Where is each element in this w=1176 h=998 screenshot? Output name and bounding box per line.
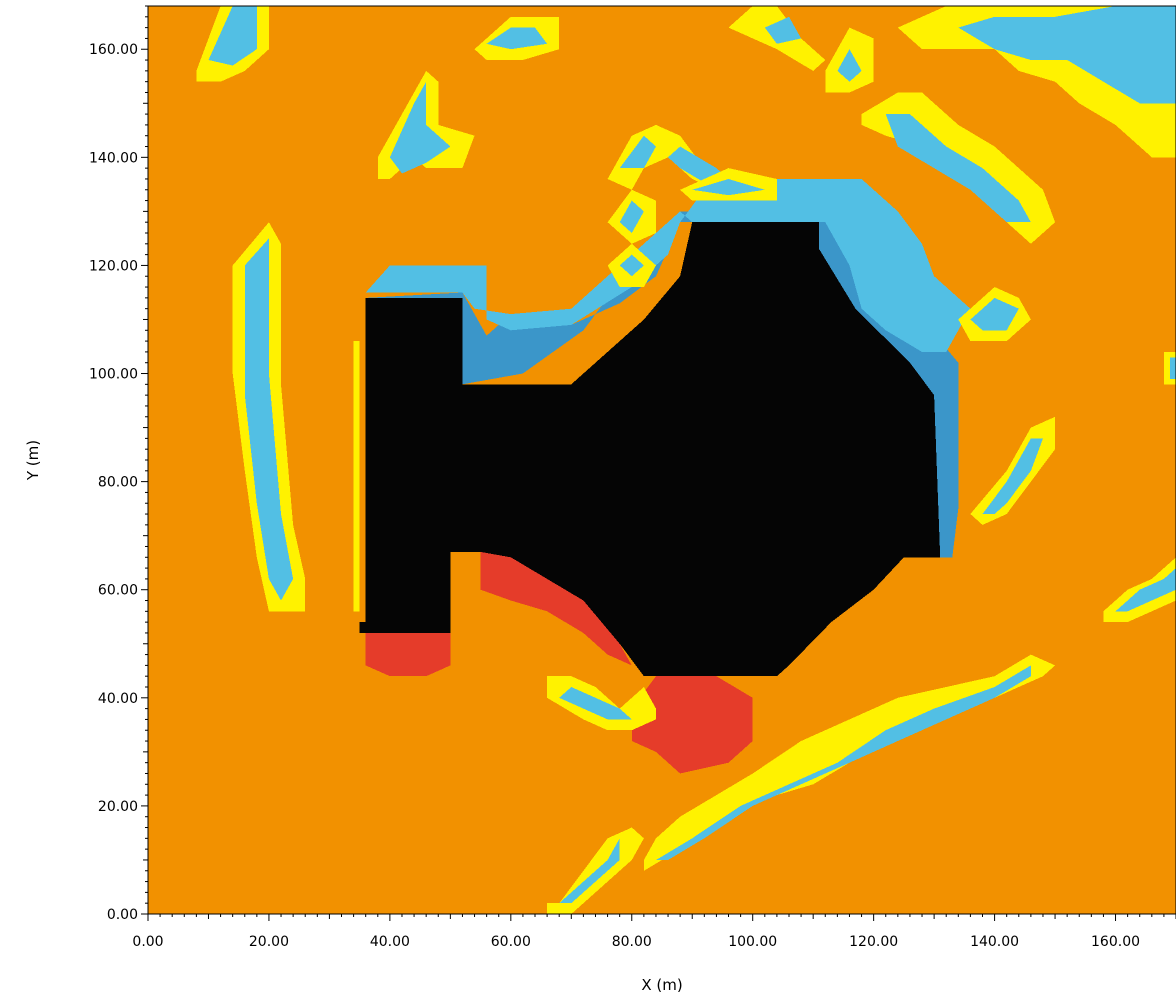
y-tick-label: 20.00 (98, 799, 138, 815)
x-tick-label: 60.00 (491, 934, 531, 950)
y-tick-label: 40.00 (98, 691, 138, 707)
region-red-4 (365, 633, 451, 677)
region-yellow-6 (353, 341, 360, 612)
y-axis-title: Y (m) (24, 440, 42, 481)
region-light-blue-25 (958, 6, 1176, 104)
y-tick-label: 160.00 (89, 42, 138, 58)
x-tick-label: 40.00 (370, 934, 410, 950)
region-light-blue-39 (1170, 357, 1176, 379)
x-tick-label: 0.00 (132, 934, 163, 950)
heatmap-regions (196, 6, 1176, 914)
y-tick-label: 60.00 (98, 583, 138, 599)
region-light-blue-8 (244, 238, 294, 601)
x-axis: 0.00 20.00 40.00 60.00 80.00 100.00 120.00 140.… (132, 913, 1176, 950)
region-light-blue-10 (208, 6, 257, 66)
region-light-blue-23 (885, 114, 1031, 223)
region-light-blue-35 (970, 297, 1019, 331)
region-light-blue-31 (656, 665, 1031, 860)
y-tick-label: 100.00 (89, 367, 138, 383)
x-tick-label: 140.00 (970, 934, 1019, 950)
region-light-blue-14 (486, 27, 548, 50)
x-tick-label: 80.00 (612, 934, 652, 950)
region-light-blue-16 (619, 135, 656, 169)
region-light-blue-29 (559, 838, 620, 904)
x-tick-label: 100.00 (728, 934, 777, 950)
region-light-blue-45 (692, 179, 765, 196)
y-axis: 0.00 20.00 40.00 60.00 80.00 100.00 120.00 140.… (89, 5, 149, 923)
region-light-blue-43 (619, 254, 644, 277)
y-tick-label: 120.00 (89, 258, 138, 274)
y-tick-label: 80.00 (98, 475, 138, 491)
region-light-blue-21 (837, 49, 862, 82)
region-red-5 (631, 676, 753, 774)
region-light-blue-27 (559, 687, 632, 720)
region-light-blue-41 (619, 200, 644, 233)
y-tick-label: 0.00 (107, 907, 138, 923)
x-tick-label: 20.00 (249, 934, 289, 950)
region-light-blue-19 (764, 16, 802, 44)
x-axis-title: X (m) (641, 976, 682, 994)
region-light-blue-2 (365, 179, 971, 352)
region-building-0 (359, 222, 941, 677)
region-light-blue-12 (389, 81, 451, 174)
region-light-blue-33 (982, 438, 1043, 514)
region-light-blue-37 (1115, 568, 1176, 612)
x-tick-label: 160.00 (1091, 934, 1140, 950)
y-tick-label: 140.00 (89, 150, 138, 166)
region-red-3 (480, 551, 632, 666)
x-tick-label: 120.00 (849, 934, 898, 950)
